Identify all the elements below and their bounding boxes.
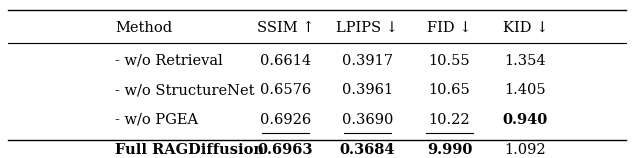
- Text: 10.22: 10.22: [429, 113, 470, 127]
- Text: 9.990: 9.990: [427, 143, 472, 157]
- Text: 0.6926: 0.6926: [260, 113, 311, 127]
- Text: 1.405: 1.405: [505, 83, 546, 97]
- Text: - w/o StructureNet: - w/o StructureNet: [115, 83, 254, 97]
- Text: - w/o Retrieval: - w/o Retrieval: [115, 54, 223, 68]
- Text: SSIM ↑: SSIM ↑: [257, 21, 314, 35]
- Text: 1.354: 1.354: [505, 54, 546, 68]
- Text: 10.55: 10.55: [429, 54, 470, 68]
- Text: 0.3917: 0.3917: [342, 54, 393, 68]
- Text: Full RAGDiffusion: Full RAGDiffusion: [115, 143, 264, 157]
- Text: 0.6963: 0.6963: [257, 143, 313, 157]
- Text: - w/o PGEA: - w/o PGEA: [115, 113, 198, 127]
- Text: 0.3961: 0.3961: [342, 83, 393, 97]
- Text: FID ↓: FID ↓: [427, 21, 472, 35]
- Text: KID ↓: KID ↓: [503, 21, 548, 35]
- Text: 0.940: 0.940: [503, 113, 548, 127]
- Text: 10.65: 10.65: [429, 83, 470, 97]
- Text: 0.6576: 0.6576: [260, 83, 311, 97]
- Text: 0.3690: 0.3690: [342, 113, 393, 127]
- Text: Method: Method: [115, 21, 172, 35]
- Text: 1.092: 1.092: [505, 143, 546, 157]
- Text: LPIPS ↓: LPIPS ↓: [337, 21, 399, 35]
- Text: 0.3684: 0.3684: [340, 143, 395, 157]
- Text: 0.6614: 0.6614: [260, 54, 311, 68]
